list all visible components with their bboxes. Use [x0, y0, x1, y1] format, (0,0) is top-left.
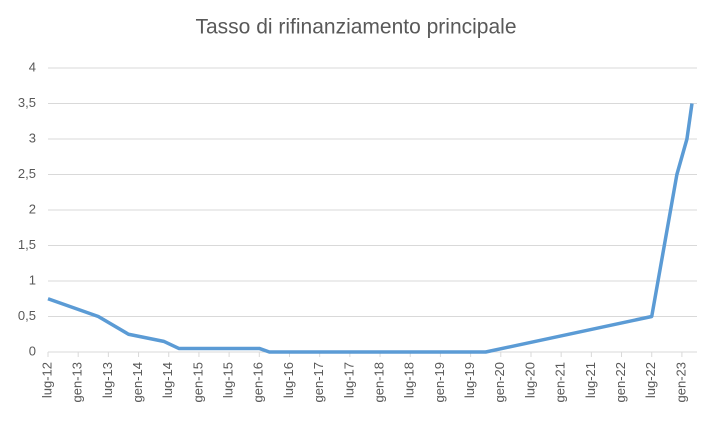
y-tick-label: 2,5	[18, 166, 36, 181]
x-tick-label: lug-18	[402, 362, 417, 398]
x-tick-label: lug-16	[281, 362, 296, 398]
data-line	[47, 103, 694, 354]
x-tick-label: gen-13	[70, 362, 85, 402]
x-tick-label: lug-20	[522, 362, 537, 398]
x-tick-label: lug-15	[221, 362, 236, 398]
chart-title: Tasso di rifinanziamento principale	[196, 16, 517, 39]
y-tick-label: 1	[29, 272, 36, 287]
x-tick-label: gen-20	[492, 362, 507, 402]
y-tick-label: 2	[29, 201, 36, 216]
x-tick-label: gen-15	[190, 362, 205, 402]
x-tick-label: lug-19	[462, 362, 477, 398]
x-tick-label: lug-17	[341, 362, 356, 398]
x-tick-label: gen-22	[613, 362, 628, 402]
x-tick-label: gen-21	[553, 362, 568, 402]
y-tick-label: 3	[29, 130, 36, 145]
x-tick-label: gen-18	[371, 362, 386, 402]
y-tick-label: 0,5	[18, 308, 36, 323]
x-tick-label: lug-13	[100, 362, 115, 398]
x-tick-label: gen-19	[432, 362, 447, 402]
x-tick-label: gen-23	[673, 362, 688, 402]
y-tick-label: 4	[29, 59, 36, 74]
y-tick-label: 1,5	[18, 237, 36, 252]
x-tick-label: gen-17	[311, 362, 326, 402]
y-tick-label: 0	[29, 343, 36, 358]
x-tick-label: lug-22	[643, 362, 658, 398]
x-tick-label: lug-14	[160, 362, 175, 398]
x-tick-label: lug-21	[583, 362, 598, 398]
y-tick-label: 3,5	[18, 95, 36, 110]
x-tick-label: gen-14	[130, 362, 145, 402]
x-tick-label: lug-12	[39, 362, 54, 398]
x-tick-label: gen-16	[251, 362, 266, 402]
